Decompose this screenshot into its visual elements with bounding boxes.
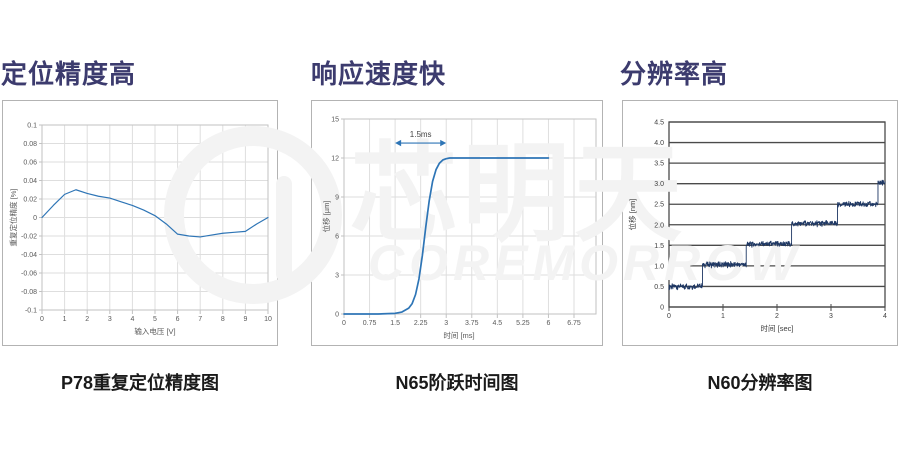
section-title-resolution: 分辨率高 [620,59,729,89]
svg-text:2: 2 [775,313,779,320]
svg-text:3: 3 [444,320,448,327]
svg-text:4: 4 [130,316,134,323]
svg-text:10: 10 [264,316,272,323]
svg-text:2: 2 [85,316,89,323]
svg-text:2.0: 2.0 [654,222,664,229]
svg-text:1.5: 1.5 [390,320,400,327]
svg-text:9: 9 [335,195,339,202]
svg-text:0.06: 0.06 [23,160,37,167]
svg-text:输入电压 [V]: 输入电压 [V] [134,326,175,336]
svg-text:3.5: 3.5 [654,161,664,168]
svg-text:0: 0 [667,313,671,320]
svg-text:时间 [sec]: 时间 [sec] [761,323,794,333]
svg-text:5: 5 [153,316,157,323]
svg-text:15: 15 [331,117,339,124]
svg-text:7: 7 [198,316,202,323]
svg-text:0.75: 0.75 [363,320,377,327]
svg-text:4: 4 [883,313,887,320]
svg-text:1.5: 1.5 [654,243,664,250]
resolution-staircase-chart: 0 0.5 1.0 1.5 2.0 2.5 3.0 3.5 4.0 4.5 0 1 2 3 4 时间 [sec… [622,100,898,346]
svg-text:位移 [nm]: 位移 [nm] [627,199,637,231]
svg-text:3: 3 [335,273,339,280]
svg-text:1.5ms: 1.5ms [410,130,432,139]
caption-repeat-precision-chart: P78重复定位精度图 [60,373,220,393]
svg-text:2.5: 2.5 [654,202,664,209]
svg-text:0: 0 [335,312,339,319]
svg-text:12: 12 [331,156,339,163]
svg-text:8: 8 [221,316,225,323]
svg-text:1: 1 [63,316,67,323]
svg-text:时间 [ms]: 时间 [ms] [443,330,474,340]
section-title-positioning-accuracy: 定位精度高 [1,59,137,89]
svg-text:3: 3 [829,313,833,320]
svg-text:-0.08: -0.08 [21,289,37,296]
svg-text:4.5: 4.5 [654,120,664,127]
section-title-response-speed: 响应速度快 [311,59,447,89]
svg-text:1: 1 [721,313,725,320]
svg-text:0.08: 0.08 [23,141,37,148]
svg-text:4.0: 4.0 [654,140,664,147]
svg-text:0: 0 [342,320,346,327]
svg-text:-0.06: -0.06 [21,271,37,278]
repeat-precision-chart: 0.1 0.08 0.06 0.04 0.02 0 -0.02 -0.04 -0.06 -0.08… [2,100,278,346]
svg-text:0.02: 0.02 [23,197,37,204]
svg-text:-0.1: -0.1 [25,308,37,315]
caption-resolution-chart: N60分辨率图 [707,373,813,393]
svg-text:5.25: 5.25 [516,320,530,327]
svg-text:6: 6 [335,234,339,241]
svg-text:0: 0 [33,215,37,222]
svg-text:0.5: 0.5 [654,284,664,291]
svg-text:-0.04: -0.04 [21,252,37,259]
svg-text:0: 0 [660,305,664,312]
svg-text:3: 3 [108,316,112,323]
step-response-chart: 0 3 6 9 12 15 0 0.75 1.5 2.25 3 3.75 4.5 5.25 6 6.75 时间 … [311,100,603,346]
svg-text:4.5: 4.5 [492,320,502,327]
svg-text:-0.02: -0.02 [21,234,37,241]
svg-text:1.0: 1.0 [654,263,664,270]
svg-text:6: 6 [546,320,550,327]
svg-text:位移 [µm]: 位移 [µm] [321,201,331,233]
svg-text:2.25: 2.25 [414,320,428,327]
svg-text:9: 9 [243,316,247,323]
svg-text:6: 6 [176,316,180,323]
caption-step-response-chart: N65阶跃时间图 [395,373,519,393]
svg-text:0.04: 0.04 [23,178,37,185]
svg-text:6.75: 6.75 [567,320,581,327]
svg-text:3.0: 3.0 [654,181,664,188]
svg-text:重复定位精度 [%]: 重复定位精度 [%] [8,189,18,247]
svg-text:3.75: 3.75 [465,320,479,327]
svg-text:0: 0 [40,316,44,323]
watermark-logo-mark-icon [276,176,292,282]
svg-text:0.1: 0.1 [27,123,37,130]
